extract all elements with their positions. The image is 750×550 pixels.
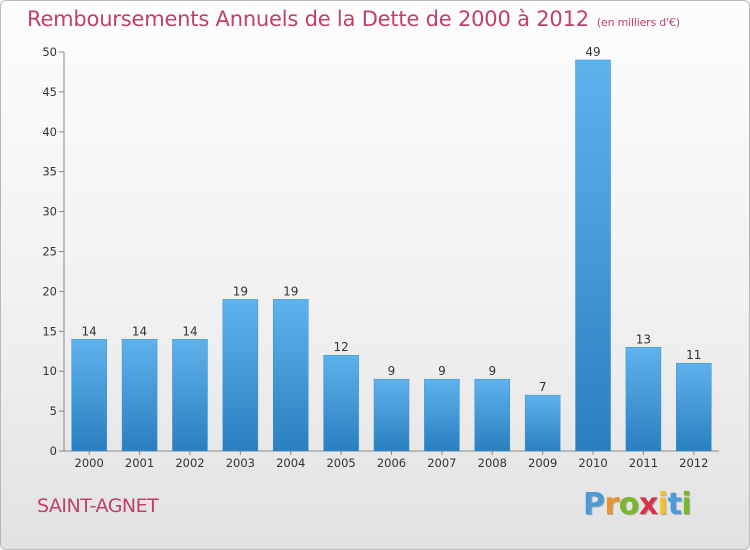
- x-tick-label-2012: 2012: [679, 456, 708, 470]
- y-tick-label: 45: [42, 85, 57, 99]
- x-tick-label-2000: 2000: [75, 456, 104, 470]
- logo-letter: x: [638, 487, 658, 522]
- bar-2010: [575, 59, 611, 452]
- x-tick-label-2001: 2001: [125, 456, 154, 470]
- logo-letter: o: [618, 487, 640, 522]
- chart-title-text: Remboursements Annuels de la Dette de 20…: [27, 7, 589, 31]
- logo-letter: i: [657, 487, 668, 522]
- x-tick-label-2009: 2009: [528, 456, 557, 470]
- data-label-2009: 7: [539, 380, 547, 394]
- bars: [71, 59, 712, 452]
- data-label-2007: 9: [438, 364, 446, 378]
- data-label-2001: 14: [132, 324, 147, 338]
- proxiti-logo: Proxiti: [583, 487, 692, 522]
- x-tick-label-2011: 2011: [629, 456, 658, 470]
- chart-title: Remboursements Annuels de la Dette de 20…: [27, 7, 680, 31]
- bar-2011: [625, 347, 662, 452]
- y-tick-label: 40: [42, 125, 57, 139]
- y-tick-label: 35: [42, 165, 57, 179]
- y-axis: 0 5 10 15 20 25 30 35 40 45 50: [42, 45, 65, 458]
- bar-2009: [524, 394, 561, 452]
- x-tick-label-2003: 2003: [226, 456, 255, 470]
- y-tick-label: 5: [50, 404, 57, 418]
- x-tick-label-2004: 2004: [276, 456, 305, 470]
- chart-unit: (en milliers d'€): [596, 16, 680, 29]
- y-tick-label: 50: [42, 45, 57, 59]
- bar-2012: [676, 362, 712, 452]
- bar-2006: [373, 378, 410, 452]
- x-tick-label-2002: 2002: [175, 456, 204, 470]
- data-label-2004: 19: [283, 284, 298, 298]
- data-label-2005: 12: [333, 340, 348, 354]
- data-label-2012: 11: [686, 348, 701, 362]
- bar-2008: [474, 378, 511, 452]
- x-axis: 2000 2001 2002 2003 2004 2005 2006 2007 2008 2009…: [64, 450, 719, 470]
- y-tick-label: 10: [42, 364, 57, 378]
- x-tick-label-2007: 2007: [427, 456, 456, 470]
- bar-2007: [424, 378, 460, 452]
- bar-2004: [272, 299, 309, 452]
- logo-letter: r: [604, 487, 620, 522]
- data-label-2006: 9: [388, 364, 396, 378]
- town-name: SAINT-AGNET: [37, 495, 159, 517]
- data-label-2008: 9: [488, 364, 496, 378]
- logo-letter: t: [667, 487, 682, 522]
- bar-2001: [121, 339, 158, 452]
- x-tick-label-2008: 2008: [478, 456, 507, 470]
- data-label-2010: 49: [585, 45, 600, 59]
- logo-letter: i: [681, 487, 692, 522]
- y-tick-label: 0: [50, 444, 57, 458]
- data-label-2011: 13: [636, 332, 651, 346]
- bar-2000: [71, 339, 107, 452]
- data-label-2003: 19: [233, 284, 248, 298]
- y-tick-label: 15: [42, 324, 57, 338]
- data-label-2000: 14: [82, 324, 97, 338]
- data-label-2002: 14: [182, 324, 197, 338]
- logo-letter: P: [583, 487, 605, 522]
- y-tick-label: 30: [42, 205, 57, 219]
- x-tick-label-2010: 2010: [578, 456, 607, 470]
- y-tick-label: 25: [42, 245, 57, 259]
- bar-2002: [172, 339, 208, 452]
- x-tick-label-2006: 2006: [377, 456, 406, 470]
- y-tick-label: 20: [42, 284, 57, 298]
- data-labels: 14 14 14 19 19 12 9 9 9 7 49 13 11: [82, 45, 702, 394]
- bar-2005: [323, 354, 359, 452]
- x-tick-label-2005: 2005: [326, 456, 355, 470]
- bar-2003: [222, 299, 259, 452]
